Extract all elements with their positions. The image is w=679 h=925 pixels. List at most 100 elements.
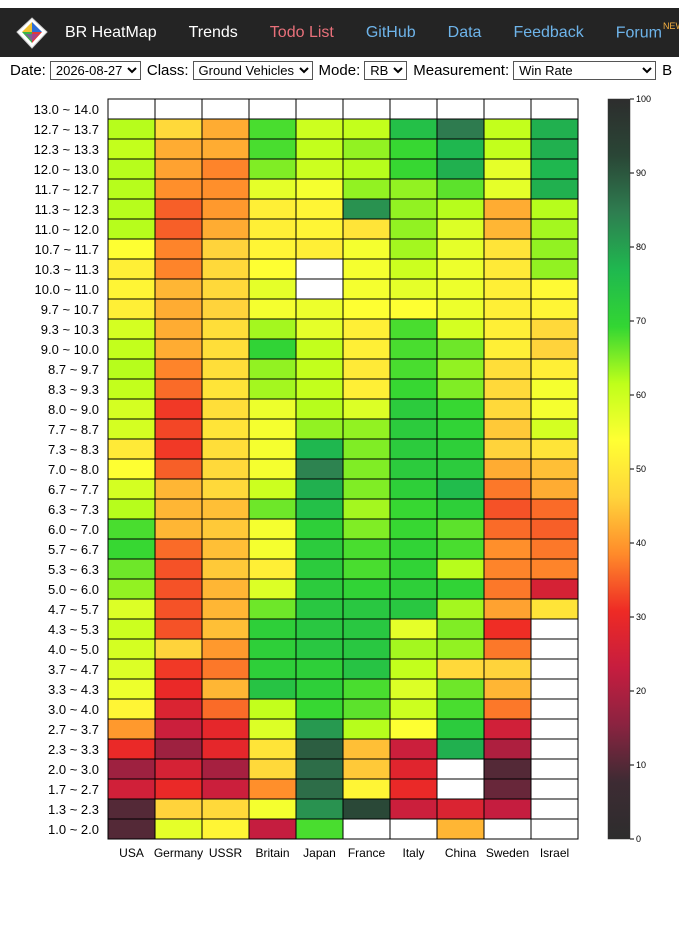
heatmap-cell[interactable]	[248, 358, 297, 380]
heatmap-cell[interactable]	[201, 398, 250, 420]
heatmap-cell[interactable]	[248, 318, 297, 340]
heatmap-cell[interactable]	[342, 278, 391, 300]
heatmap-cell[interactable]	[201, 318, 250, 340]
heatmap-cell[interactable]	[248, 818, 297, 840]
heatmap-cell[interactable]	[530, 478, 579, 500]
heatmap-cell[interactable]	[530, 718, 579, 740]
heatmap-cell[interactable]	[295, 458, 344, 480]
heatmap-cell[interactable]	[436, 98, 485, 120]
heatmap-cell[interactable]	[201, 178, 250, 200]
heatmap-cell[interactable]	[436, 518, 485, 540]
heatmap-cell[interactable]	[342, 118, 391, 140]
heatmap-cell[interactable]	[295, 738, 344, 760]
heatmap-cell[interactable]	[530, 678, 579, 700]
heatmap-cell[interactable]	[389, 458, 438, 480]
heatmap-cell[interactable]	[107, 698, 156, 720]
heatmap-cell[interactable]	[389, 518, 438, 540]
heatmap-cell[interactable]	[154, 178, 203, 200]
heatmap-cell[interactable]	[342, 758, 391, 780]
heatmap-cell[interactable]	[483, 618, 532, 640]
heatmap-cell[interactable]	[436, 398, 485, 420]
heatmap-cell[interactable]	[154, 638, 203, 660]
heatmap-cell[interactable]	[436, 238, 485, 260]
heatmap-cell[interactable]	[530, 778, 579, 800]
heatmap-cell[interactable]	[248, 338, 297, 360]
heatmap-cell[interactable]	[154, 538, 203, 560]
heatmap-cell[interactable]	[436, 778, 485, 800]
heatmap-cell[interactable]	[154, 378, 203, 400]
heatmap-cell[interactable]	[342, 418, 391, 440]
heatmap-cell[interactable]	[107, 198, 156, 220]
heatmap-cell[interactable]	[483, 478, 532, 500]
heatmap-cell[interactable]	[295, 638, 344, 660]
heatmap-cell[interactable]	[107, 278, 156, 300]
heatmap-cell[interactable]	[107, 818, 156, 840]
heatmap-cell[interactable]	[201, 118, 250, 140]
heatmap-cell[interactable]	[107, 298, 156, 320]
heatmap-cell[interactable]	[389, 758, 438, 780]
heatmap-cell[interactable]	[389, 478, 438, 500]
heatmap-cell[interactable]	[389, 418, 438, 440]
heatmap-cell[interactable]	[436, 798, 485, 820]
heatmap-cell[interactable]	[295, 318, 344, 340]
heatmap-cell[interactable]	[107, 498, 156, 520]
heatmap-cell[interactable]	[201, 698, 250, 720]
heatmap-cell[interactable]	[436, 298, 485, 320]
heatmap-cell[interactable]	[295, 538, 344, 560]
heatmap-cell[interactable]	[483, 138, 532, 160]
heatmap-cell[interactable]	[389, 698, 438, 720]
heatmap-cell[interactable]	[530, 498, 579, 520]
heatmap-cell[interactable]	[530, 178, 579, 200]
heatmap-cell[interactable]	[154, 298, 203, 320]
heatmap-cell[interactable]	[342, 798, 391, 820]
heatmap-cell[interactable]	[342, 438, 391, 460]
heatmap-cell[interactable]	[530, 698, 579, 720]
heatmap-cell[interactable]	[530, 798, 579, 820]
heatmap-cell[interactable]	[530, 138, 579, 160]
measurement-select[interactable]: Win Rate	[513, 60, 657, 80]
heatmap-cell[interactable]	[483, 418, 532, 440]
heatmap-cell[interactable]	[530, 738, 579, 760]
heatmap-cell[interactable]	[201, 498, 250, 520]
heatmap-cell[interactable]	[389, 558, 438, 580]
heatmap-cell[interactable]	[154, 118, 203, 140]
heatmap-cell[interactable]	[436, 818, 485, 840]
heatmap-cell[interactable]	[248, 458, 297, 480]
heatmap-cell[interactable]	[295, 298, 344, 320]
heatmap-cell[interactable]	[483, 338, 532, 360]
nav-github[interactable]: GitHub	[366, 24, 416, 42]
heatmap-cell[interactable]	[295, 158, 344, 180]
heatmap-cell[interactable]	[436, 698, 485, 720]
heatmap-cell[interactable]	[295, 778, 344, 800]
heatmap-cell[interactable]	[530, 398, 579, 420]
heatmap-cell[interactable]	[295, 258, 344, 280]
heatmap-cell[interactable]	[342, 658, 391, 680]
brand-title[interactable]: BR HeatMap	[65, 23, 157, 41]
heatmap-cell[interactable]	[342, 458, 391, 480]
heatmap-cell[interactable]	[107, 418, 156, 440]
heatmap-cell[interactable]	[342, 598, 391, 620]
heatmap-cell[interactable]	[436, 158, 485, 180]
heatmap-cell[interactable]	[436, 278, 485, 300]
heatmap-cell[interactable]	[436, 638, 485, 660]
heatmap-cell[interactable]	[201, 278, 250, 300]
nav-feedback[interactable]: Feedback	[513, 24, 583, 42]
heatmap-cell[interactable]	[483, 658, 532, 680]
heatmap-cell[interactable]	[248, 538, 297, 560]
heatmap-cell[interactable]	[154, 598, 203, 620]
heatmap-cell[interactable]	[436, 678, 485, 700]
heatmap-cell[interactable]	[530, 378, 579, 400]
heatmap-cell[interactable]	[248, 718, 297, 740]
heatmap-cell[interactable]	[295, 338, 344, 360]
heatmap-cell[interactable]	[107, 798, 156, 820]
heatmap-cell[interactable]	[483, 298, 532, 320]
heatmap-cell[interactable]	[530, 458, 579, 480]
heatmap-cell[interactable]	[530, 258, 579, 280]
heatmap-cell[interactable]	[389, 118, 438, 140]
heatmap-cell[interactable]	[342, 358, 391, 380]
heatmap-cell[interactable]	[201, 298, 250, 320]
heatmap-cell[interactable]	[530, 98, 579, 120]
heatmap-cell[interactable]	[154, 758, 203, 780]
heatmap-cell[interactable]	[436, 178, 485, 200]
heatmap-cell[interactable]	[530, 118, 579, 140]
